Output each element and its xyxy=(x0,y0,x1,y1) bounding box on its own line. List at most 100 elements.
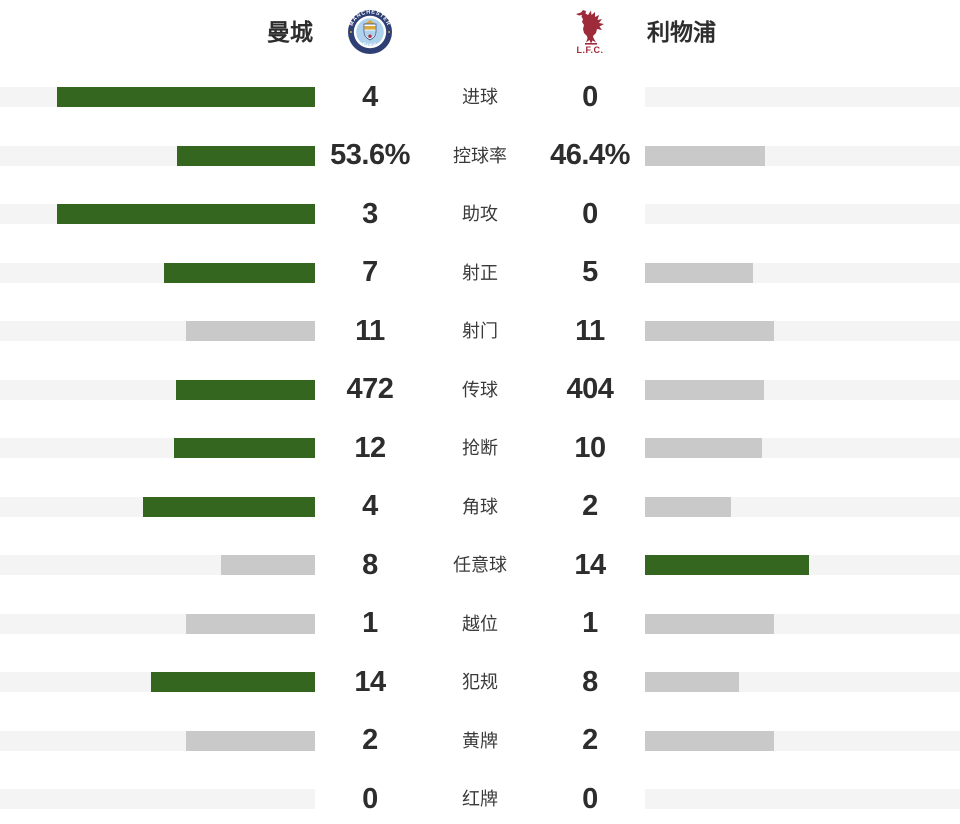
home-bar-fill xyxy=(57,87,315,108)
stat-label: 红牌 xyxy=(462,789,498,810)
away-bar-track xyxy=(645,262,960,283)
away-bar-track xyxy=(645,613,960,634)
home-bar-track xyxy=(0,204,315,225)
stat-away-value: 0 xyxy=(582,197,598,230)
stat-home-value: 3 xyxy=(362,197,378,230)
away-bar-fill xyxy=(645,379,764,400)
stat-label: 任意球 xyxy=(453,555,507,576)
stat-away-value: 0 xyxy=(582,782,598,815)
liverpool-bird-icon xyxy=(576,10,604,45)
home-bar-track xyxy=(0,496,315,517)
city-badge-bottom-text: CITY xyxy=(361,42,378,50)
home-bar-track xyxy=(0,262,315,283)
stat-home-value: 472 xyxy=(346,373,394,406)
stat-home-value: 2 xyxy=(362,724,378,757)
stat-home-value: 0 xyxy=(362,782,378,815)
away-bar-track xyxy=(645,204,960,225)
stat-home-value: 4 xyxy=(362,490,378,523)
away-bar-track xyxy=(645,379,960,400)
manchester-city-crest-icon: MANCHESTER CITY xyxy=(348,9,392,54)
stat-away-value: 46.4% xyxy=(550,139,630,172)
stat-row: 4 角球 2 xyxy=(0,478,960,537)
away-bar-track xyxy=(645,87,960,108)
stat-row: 12 抢断 10 xyxy=(0,419,960,478)
stat-label: 进球 xyxy=(462,87,498,108)
stat-away-value: 2 xyxy=(582,724,598,757)
away-bar-fill xyxy=(645,672,739,693)
away-bar-track xyxy=(645,145,960,166)
home-bar-track xyxy=(0,321,315,342)
away-bar-fill xyxy=(645,262,753,283)
home-bar-track xyxy=(0,555,315,576)
home-team-name: 曼城 xyxy=(267,18,313,45)
stat-away-value: 10 xyxy=(574,431,606,464)
lfc-label: L.F.C. xyxy=(576,45,604,55)
away-bar-fill xyxy=(645,145,765,166)
away-bar-fill xyxy=(645,730,774,751)
away-bar-fill xyxy=(645,496,731,517)
home-bar-fill xyxy=(164,262,315,283)
home-bar-track xyxy=(0,789,315,810)
home-bar-track xyxy=(0,672,315,693)
stat-label: 越位 xyxy=(462,613,498,634)
stat-label: 犯规 xyxy=(462,672,498,693)
stat-label: 角球 xyxy=(462,496,498,517)
liverpool-crest: L.F.C. xyxy=(575,9,605,55)
home-bar-track xyxy=(0,730,315,751)
stat-label: 射正 xyxy=(462,262,498,283)
stat-row: 1 越位 1 xyxy=(0,595,960,654)
stat-away-value: 0 xyxy=(582,80,598,113)
stat-home-value: 1 xyxy=(362,607,378,640)
stat-row: 14 犯规 8 xyxy=(0,653,960,712)
away-bar-fill xyxy=(645,613,774,634)
stat-away-value: 2 xyxy=(582,490,598,523)
stat-home-value: 4 xyxy=(362,80,378,113)
stat-away-value: 11 xyxy=(575,314,605,347)
away-team-name: 利物浦 xyxy=(647,18,716,45)
stat-row: 2 黄牌 2 xyxy=(0,712,960,771)
stat-away-value: 1 xyxy=(582,607,598,640)
stat-away-value: 8 xyxy=(582,665,598,698)
stat-home-value: 53.6% xyxy=(330,139,410,172)
stat-home-value: 11 xyxy=(355,314,385,347)
home-bar-track xyxy=(0,87,315,108)
home-bar-track xyxy=(0,613,315,634)
away-bar-track xyxy=(645,438,960,459)
stats-rows: 4 进球 0 53.6% 控球率 46.4% 3 助攻 0 7 射正 xyxy=(0,68,960,824)
home-bar-fill xyxy=(151,672,315,693)
home-bar-fill xyxy=(143,496,315,517)
svg-text:CITY: CITY xyxy=(361,42,379,50)
stat-away-value: 14 xyxy=(574,548,606,581)
home-bar-track xyxy=(0,145,315,166)
stat-row: 11 射门 11 xyxy=(0,302,960,361)
stat-row: 53.6% 控球率 46.4% xyxy=(0,127,960,186)
away-bar-fill xyxy=(645,555,809,576)
stat-row: 7 射正 5 xyxy=(0,244,960,303)
stat-label: 控球率 xyxy=(453,145,507,166)
stat-label: 助攻 xyxy=(462,204,498,225)
home-bar-track xyxy=(0,438,315,459)
stat-label: 传球 xyxy=(462,379,498,400)
home-bar-fill xyxy=(174,438,315,459)
away-badge-cell: L.F.C. xyxy=(535,9,645,55)
home-bar-fill xyxy=(186,730,315,751)
stat-row: 3 助攻 0 xyxy=(0,185,960,244)
away-bar-track xyxy=(645,496,960,517)
stat-label: 黄牌 xyxy=(462,730,498,751)
stat-row: 0 红牌 0 xyxy=(0,770,960,824)
away-bar-track xyxy=(645,730,960,751)
away-bar-track xyxy=(645,555,960,576)
header: 曼城 MANCHESTER CITY xyxy=(0,0,960,68)
stat-label: 射门 xyxy=(462,321,498,342)
stat-away-value: 404 xyxy=(566,373,614,406)
stat-row: 472 传球 404 xyxy=(0,361,960,420)
home-bar-track xyxy=(0,379,315,400)
away-bar-track xyxy=(645,672,960,693)
stat-home-value: 12 xyxy=(354,431,386,464)
stat-home-value: 7 xyxy=(362,256,378,289)
home-badge-cell: MANCHESTER CITY xyxy=(315,9,425,55)
away-bar-fill xyxy=(645,438,762,459)
away-bar-track xyxy=(645,789,960,810)
away-bar-fill xyxy=(645,321,774,342)
